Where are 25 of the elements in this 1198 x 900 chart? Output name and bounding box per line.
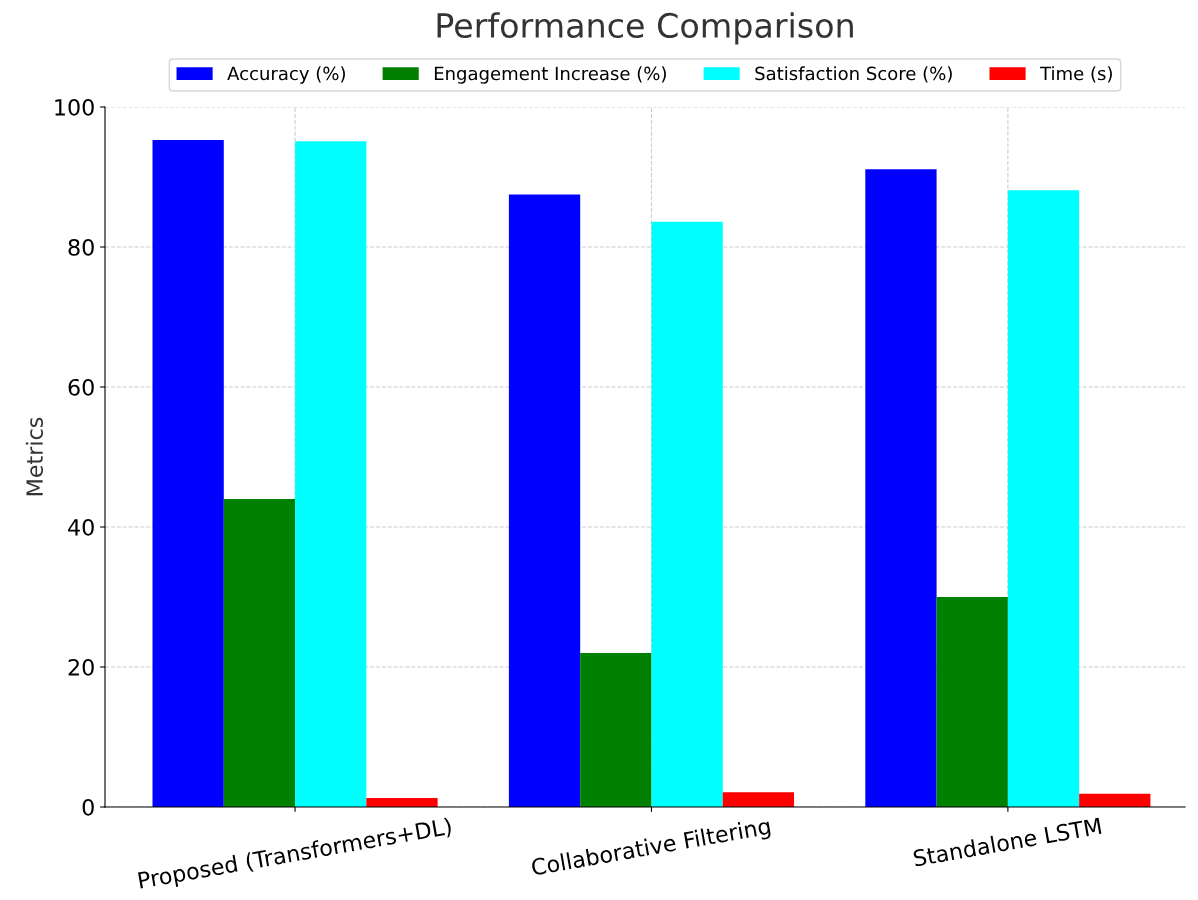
x-tick-label: Standalone LSTM xyxy=(912,817,1102,867)
y-tick-label: 0 xyxy=(82,798,94,816)
y-axis-title: Metrics xyxy=(25,417,43,496)
bar xyxy=(722,792,795,807)
legend-label: Engagement Increase (%) xyxy=(434,66,666,84)
bar xyxy=(580,653,652,807)
bar xyxy=(936,597,1008,807)
x-tick-label: Collaborative Filtering xyxy=(530,817,772,881)
legend-label: Accuracy (%) xyxy=(227,66,345,84)
bar xyxy=(1007,190,1080,807)
y-tick-label: 80 xyxy=(68,238,94,256)
y-tick-label: 100 xyxy=(55,98,94,116)
chart-title: Performance Comparison xyxy=(437,12,853,45)
bar xyxy=(865,169,937,807)
legend-label: Time (s) xyxy=(1040,66,1112,83)
bar xyxy=(223,499,296,807)
bar xyxy=(295,141,367,807)
bar xyxy=(152,139,224,807)
legend-label: Satisfaction Score (%) xyxy=(755,66,952,83)
y-tick-label: 60 xyxy=(68,378,94,396)
bar xyxy=(651,221,723,807)
bar xyxy=(1079,793,1151,807)
y-tick-label: 40 xyxy=(68,518,94,536)
bar xyxy=(508,194,581,807)
y-tick-label: 20 xyxy=(68,658,94,676)
